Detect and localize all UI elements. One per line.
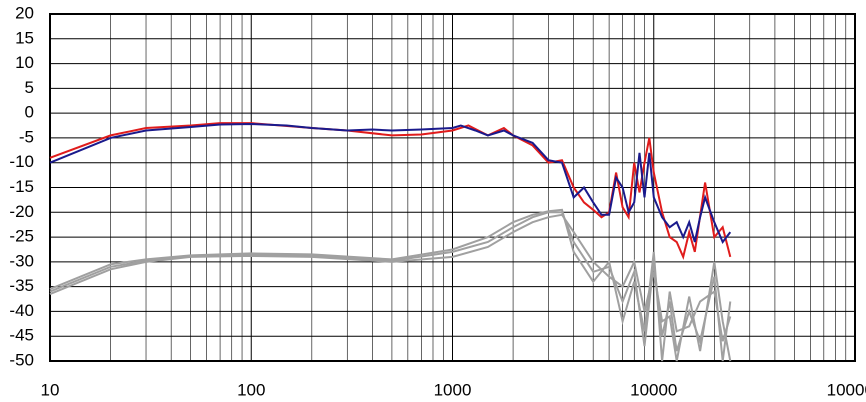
x-tick-label: 10 [41,380,60,399]
series-line [49,122,732,244]
series-line [49,211,732,362]
x-tick-label: 1000 [434,380,472,399]
x-tick-label: 10000 [630,380,677,399]
y-tick-label: 5 [25,78,34,97]
y-tick-label: -50 [9,350,34,369]
y-tick-label: -20 [9,202,34,221]
y-tick-label: -35 [9,276,34,295]
y-tick-label: -25 [9,227,34,246]
y-tick-label: 10 [15,53,34,72]
y-tick-label: -15 [9,177,34,196]
y-tick-label: -5 [19,127,34,146]
y-tick-label: -40 [9,301,34,320]
y-tick-label: 15 [15,28,34,47]
plot-border [49,13,856,362]
y-tick-label: 20 [15,3,34,22]
y-tick-label: -10 [9,152,34,171]
y-tick-label: -30 [9,251,34,270]
y-tick-label: 0 [25,103,34,122]
x-tick-label: 100000 [827,380,866,399]
x-tick-label: 100 [237,380,265,399]
y-tick-label: -45 [9,326,34,345]
